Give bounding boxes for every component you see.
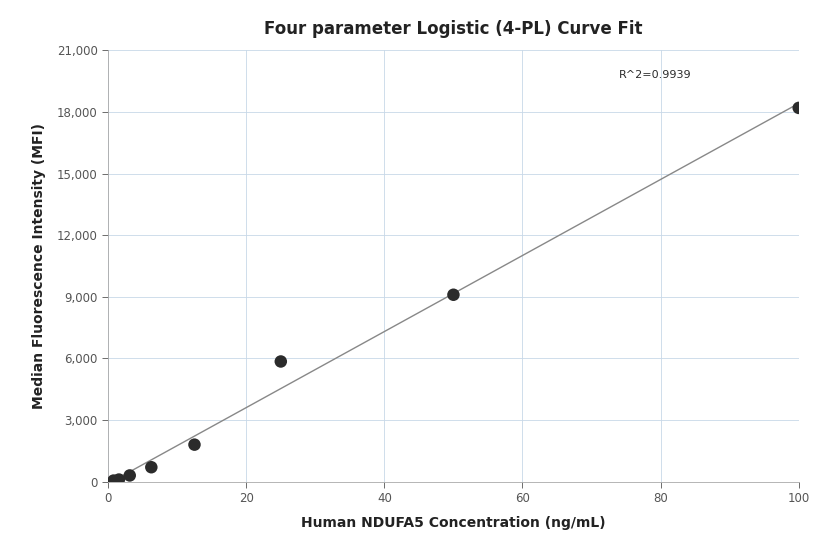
Point — [123, 471, 136, 480]
X-axis label: Human NDUFA5 Concentration (ng/mL): Human NDUFA5 Concentration (ng/mL) — [301, 516, 606, 530]
Point — [275, 357, 288, 366]
Point — [145, 463, 158, 472]
Point — [112, 475, 126, 484]
Y-axis label: Median Fluorescence Intensity (MFI): Median Fluorescence Intensity (MFI) — [32, 123, 46, 409]
Point — [447, 290, 460, 299]
Title: Four parameter Logistic (4-PL) Curve Fit: Four parameter Logistic (4-PL) Curve Fit — [265, 20, 642, 38]
Point — [792, 104, 805, 113]
Point — [188, 440, 201, 449]
Text: R^2=0.9939: R^2=0.9939 — [619, 70, 691, 80]
Point — [106, 476, 120, 485]
